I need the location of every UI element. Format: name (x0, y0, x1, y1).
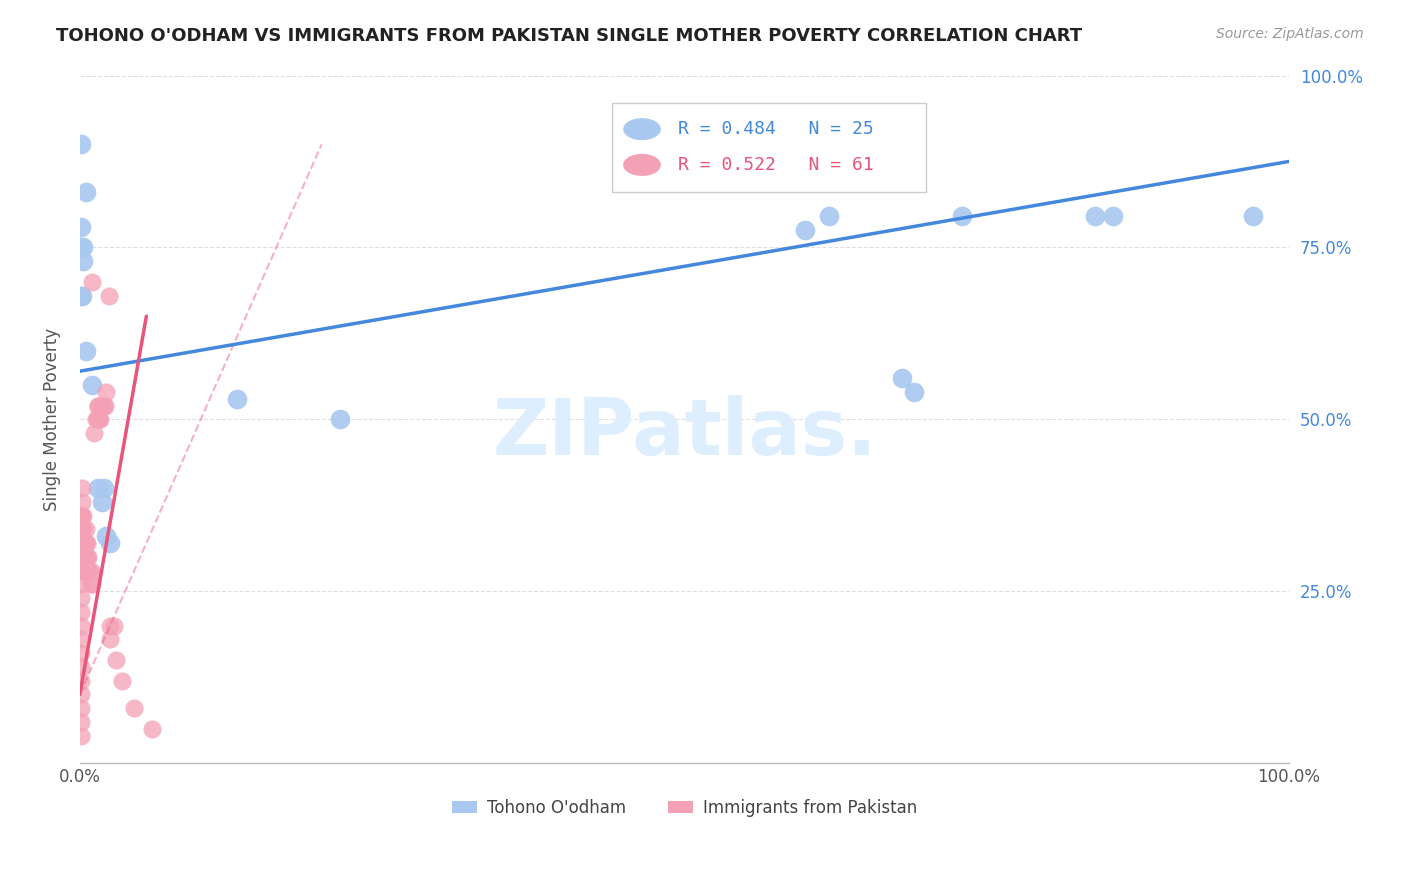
Point (79, 564, 101, 578)
Point (90, 495, 112, 509)
Point (72, 495, 94, 509)
Point (70, 240, 93, 254)
Text: R = 0.484   N = 25: R = 0.484 N = 25 (678, 120, 875, 138)
Point (75, 522, 97, 536)
Point (111, 673, 134, 688)
Point (70, 508, 93, 523)
Point (98, 632, 121, 647)
Point (70, 701, 93, 715)
Point (70, 219, 93, 234)
Point (96, 384, 118, 399)
Point (77, 564, 100, 578)
Point (80, 564, 103, 578)
Circle shape (624, 154, 661, 175)
Point (87, 481, 110, 495)
Point (70, 646, 93, 660)
Point (76, 536, 98, 550)
Point (70, 564, 93, 578)
Y-axis label: Single Mother Poverty: Single Mother Poverty (44, 327, 60, 511)
Point (72, 522, 94, 536)
Point (70, 618, 93, 632)
Point (70, 522, 93, 536)
Point (72, 549, 94, 564)
Text: R = 0.522   N = 61: R = 0.522 N = 61 (678, 156, 875, 174)
Point (87, 399, 110, 413)
Point (73, 536, 96, 550)
Point (93, 481, 115, 495)
Point (903, 384, 925, 399)
Point (75, 186, 97, 200)
Point (1084, 210, 1107, 224)
Point (94, 399, 117, 413)
Point (72, 481, 94, 495)
Point (98, 536, 121, 550)
Point (84, 412, 107, 426)
Point (72, 254, 94, 268)
Point (1102, 210, 1125, 224)
Point (80, 378, 103, 392)
Point (97, 288, 120, 302)
Point (70, 577, 93, 591)
Point (329, 412, 352, 426)
Circle shape (624, 119, 661, 139)
Point (80, 577, 103, 591)
FancyBboxPatch shape (612, 103, 927, 193)
Text: TOHONO O'ODHAM VS IMMIGRANTS FROM PAKISTAN SINGLE MOTHER POVERTY CORRELATION CHA: TOHONO O'ODHAM VS IMMIGRANTS FROM PAKIST… (56, 27, 1083, 45)
Point (818, 210, 841, 224)
Point (72, 536, 94, 550)
Point (75, 549, 97, 564)
Text: ZIPatlas.: ZIPatlas. (492, 395, 876, 471)
Point (80, 275, 103, 289)
Point (70, 288, 93, 302)
Point (890, 371, 912, 385)
Point (89, 412, 111, 426)
Point (83, 426, 105, 441)
Point (73, 549, 96, 564)
Point (70, 632, 93, 647)
Point (93, 399, 115, 413)
Point (226, 392, 249, 406)
Point (141, 722, 163, 736)
Point (89, 412, 111, 426)
Text: Source: ZipAtlas.com: Source: ZipAtlas.com (1216, 27, 1364, 41)
Point (70, 687, 93, 701)
Point (80, 577, 103, 591)
Point (72, 240, 94, 254)
Point (75, 536, 97, 550)
Point (70, 591, 93, 606)
Point (70, 660, 93, 674)
Point (70, 536, 93, 550)
Point (86, 412, 108, 426)
Point (70, 549, 93, 564)
Point (96, 529, 118, 543)
Point (105, 653, 128, 667)
Point (70, 137, 93, 152)
Point (98, 618, 121, 632)
Legend: Tohono O'odham, Immigrants from Pakistan: Tohono O'odham, Immigrants from Pakistan (446, 792, 924, 823)
Point (794, 223, 817, 237)
Point (87, 399, 110, 413)
Point (75, 343, 97, 358)
Point (1241, 210, 1264, 224)
Point (72, 564, 94, 578)
Point (72, 508, 94, 523)
Point (72, 508, 94, 523)
Point (103, 618, 125, 632)
Point (70, 673, 93, 688)
Point (72, 288, 94, 302)
Point (950, 210, 973, 224)
Point (77, 549, 100, 564)
Point (90, 399, 112, 413)
Point (72, 522, 94, 536)
Point (70, 605, 93, 619)
Point (76, 549, 98, 564)
Point (122, 701, 145, 715)
Point (72, 536, 94, 550)
Point (70, 729, 93, 743)
Point (70, 714, 93, 729)
Point (72, 549, 94, 564)
